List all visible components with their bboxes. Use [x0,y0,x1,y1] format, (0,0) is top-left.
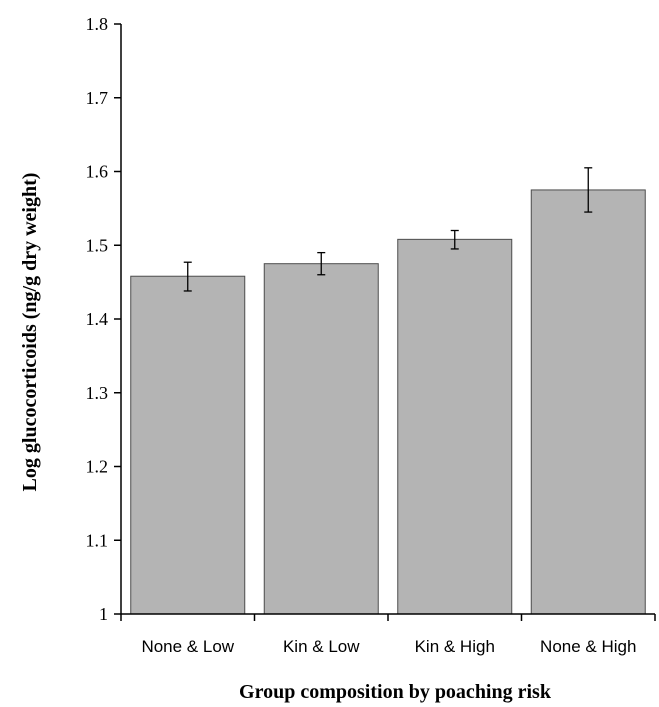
error-bars [183,167,593,292]
y-axis-title: Log glucocorticoids (ng/g dry weight) [19,173,41,492]
y-tick-label: 1 [99,604,108,624]
error-bar [450,229,459,250]
x-ticks: None & Low Kin & Low Kin & High None & High [120,614,656,656]
bars [130,189,646,615]
y-tick-label: 1.7 [86,88,109,108]
x-category-label: Kin & High [415,637,495,656]
bar [530,189,646,615]
y-tick-label: 1.8 [86,14,109,34]
y-tick-label: 1.1 [86,530,109,550]
y-tick-label: 1.4 [86,309,109,329]
y-tick-label: 1.6 [86,162,109,182]
x-axis-title: Group composition by poaching risk [239,681,552,703]
bar [397,238,513,615]
error-bar [183,261,192,292]
y-ticks: 1 1.1 1.2 1.3 1.4 1.5 1.6 1.7 1.8 [86,14,121,624]
bar [130,275,246,615]
error-bar [317,251,326,276]
y-tick-label: 1.5 [86,235,109,255]
x-category-label: None & High [540,637,636,656]
x-category-label: Kin & Low [283,637,360,656]
y-tick-label: 1.3 [86,383,109,403]
bar [263,263,379,615]
error-bar [584,167,593,213]
x-category-label: None & Low [141,637,234,656]
y-tick-label: 1.2 [86,457,109,477]
